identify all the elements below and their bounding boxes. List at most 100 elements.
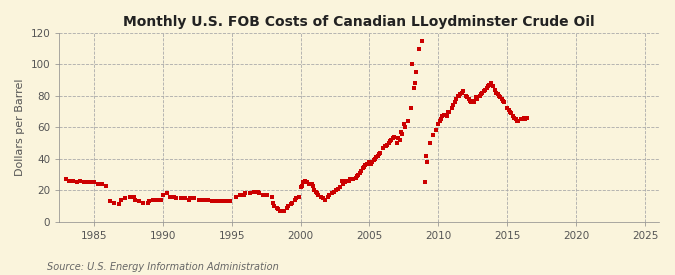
Point xyxy=(335,185,346,189)
Point xyxy=(306,182,317,186)
Point xyxy=(383,141,394,145)
Point xyxy=(344,179,354,183)
Point xyxy=(396,130,406,134)
Point xyxy=(198,197,209,202)
Point xyxy=(454,94,464,98)
Point xyxy=(467,98,478,103)
Point xyxy=(279,208,290,213)
Point xyxy=(483,84,493,89)
Point xyxy=(518,116,529,120)
Point xyxy=(499,100,510,104)
Point xyxy=(213,199,223,204)
Point xyxy=(161,191,172,196)
Point xyxy=(254,191,265,196)
Point xyxy=(323,194,333,199)
Point xyxy=(148,197,159,202)
Point xyxy=(510,117,521,122)
Point xyxy=(439,112,450,117)
Point xyxy=(386,138,397,142)
Point xyxy=(496,97,507,101)
Point xyxy=(364,160,375,164)
Point xyxy=(495,95,506,100)
Point xyxy=(373,153,383,158)
Point xyxy=(433,122,443,127)
Point xyxy=(408,86,419,90)
Point xyxy=(277,208,288,213)
Point xyxy=(327,191,338,196)
Point xyxy=(444,109,455,114)
Text: Source: U.S. Energy Information Administration: Source: U.S. Energy Information Administ… xyxy=(47,262,279,272)
Point xyxy=(508,114,518,119)
Point xyxy=(124,194,135,199)
Point xyxy=(512,119,522,123)
Point xyxy=(221,199,232,204)
Point xyxy=(505,109,516,114)
Point xyxy=(455,92,466,97)
Point xyxy=(286,202,296,207)
Point xyxy=(345,177,356,182)
Point xyxy=(368,158,379,163)
Point xyxy=(458,89,468,93)
Point xyxy=(164,194,175,199)
Point xyxy=(480,87,491,92)
Point xyxy=(463,97,474,101)
Point xyxy=(248,190,259,194)
Point xyxy=(303,182,314,186)
Point xyxy=(430,128,441,133)
Point xyxy=(116,197,127,202)
Point xyxy=(393,136,404,141)
Point xyxy=(361,161,372,166)
Point xyxy=(475,94,485,98)
Point xyxy=(440,112,451,117)
Point xyxy=(427,133,438,138)
Point xyxy=(520,117,531,122)
Point xyxy=(374,152,385,156)
Point xyxy=(476,92,487,97)
Point xyxy=(447,106,458,111)
Point xyxy=(492,92,503,97)
Title: Monthly U.S. FOB Costs of Canadian LLoydminster Crude Oil: Monthly U.S. FOB Costs of Canadian LLoyd… xyxy=(124,15,595,29)
Point xyxy=(450,100,460,104)
Point xyxy=(273,207,284,211)
Point xyxy=(340,180,350,185)
Point xyxy=(157,193,168,197)
Point xyxy=(230,194,241,199)
Point xyxy=(72,180,82,185)
Point xyxy=(185,196,196,200)
Point xyxy=(371,155,382,160)
Point xyxy=(354,171,365,175)
Point xyxy=(281,205,292,210)
Point xyxy=(134,199,144,204)
Point xyxy=(389,134,400,139)
Point xyxy=(142,201,153,205)
Point xyxy=(387,136,398,141)
Point xyxy=(456,90,467,95)
Point xyxy=(332,186,343,191)
Point xyxy=(113,202,124,207)
Point xyxy=(394,138,405,142)
Point xyxy=(290,197,300,202)
Point xyxy=(406,106,416,111)
Point xyxy=(92,182,103,186)
Point xyxy=(437,114,448,119)
Point xyxy=(411,70,422,75)
Point xyxy=(240,191,251,196)
Point xyxy=(502,106,512,111)
Point xyxy=(299,179,310,183)
Point xyxy=(324,193,335,197)
Point xyxy=(421,153,431,158)
Point xyxy=(397,131,408,136)
Point xyxy=(521,116,532,120)
Point xyxy=(120,196,131,200)
Point xyxy=(353,172,364,177)
Point xyxy=(283,204,294,208)
Point xyxy=(291,196,302,200)
Point xyxy=(407,62,418,67)
Point xyxy=(497,98,508,103)
Point xyxy=(509,116,520,120)
Point xyxy=(244,191,255,196)
Point xyxy=(234,193,245,197)
Point xyxy=(513,119,524,123)
Point xyxy=(207,199,218,204)
Point xyxy=(269,204,279,208)
